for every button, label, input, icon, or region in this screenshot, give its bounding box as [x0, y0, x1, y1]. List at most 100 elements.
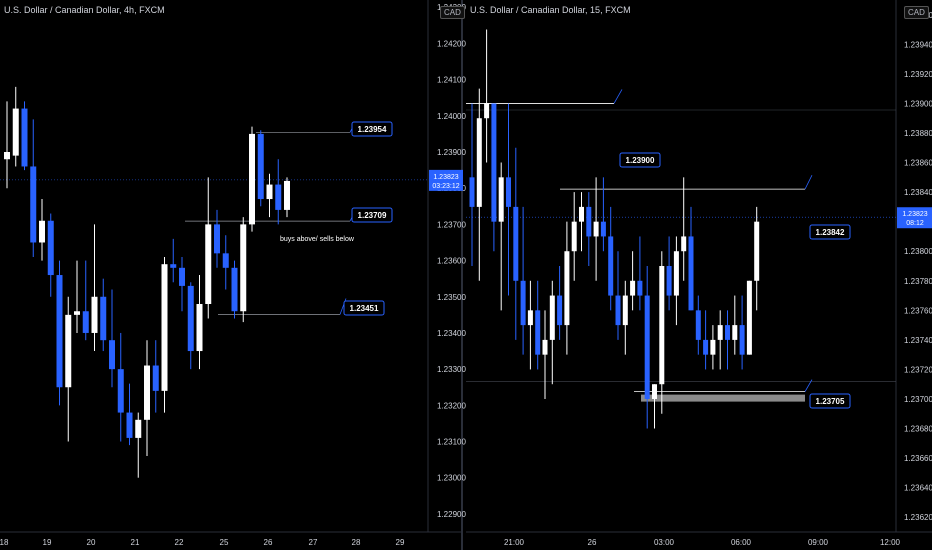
left-candle-body — [91, 296, 98, 333]
right-candle-body — [586, 206, 592, 237]
right-candle-body — [593, 221, 599, 237]
left-y-tick-label: 1.23400 — [437, 329, 466, 338]
left-candle-body — [30, 166, 37, 243]
right-candle-body — [652, 384, 657, 399]
right-candle-body — [527, 310, 533, 326]
right-y-tick-label: 1.23720 — [904, 365, 932, 374]
right-candle-body — [564, 251, 570, 326]
right-price-label-3-box — [809, 393, 851, 409]
left-y-tick-label: 1.22900 — [437, 510, 466, 519]
left-candle-body — [266, 184, 273, 200]
left-x-tick-label: 18 — [0, 538, 9, 547]
left-y-tick-label: 1.23200 — [437, 401, 466, 410]
left-currency-badge[interactable]: CAD — [440, 6, 465, 19]
right-x-tick-label: 09:00 — [808, 538, 829, 547]
right-level-connector-1 — [613, 89, 623, 104]
left-price-label-3: 1.23451 — [350, 304, 379, 313]
right-y-tick-label: 1.23780 — [904, 277, 932, 286]
right-candle-body — [535, 310, 541, 355]
left-x-tick-label: 28 — [352, 538, 361, 547]
left-price-label-2-box — [351, 207, 393, 223]
left-candle-body — [152, 365, 159, 391]
right-candle-body — [659, 266, 665, 385]
left-candle-body — [214, 224, 220, 254]
left-x-tick-label: 19 — [43, 538, 52, 547]
left-y-tick-label: 1.24000 — [437, 112, 466, 121]
left-price-label-3-box — [343, 300, 385, 316]
right-candle-body — [513, 206, 519, 281]
left-y-tick-label: 1.23300 — [437, 365, 466, 374]
left-price-label-1: 1.23954 — [358, 125, 387, 134]
left-y-tick-label: 1.23900 — [437, 148, 466, 157]
left-candle-body — [126, 412, 133, 438]
left-y-tick-label: 1.23100 — [437, 438, 466, 447]
left-countdown: 03:23:12 — [432, 183, 459, 190]
left-x-tick-label: 26 — [264, 538, 273, 547]
right-candle-body — [549, 295, 555, 340]
right-candle-body — [622, 295, 628, 326]
left-price-label-2: 1.23709 — [358, 211, 387, 220]
left-y-tick-label: 1.23600 — [437, 257, 466, 266]
right-level-connector-3 — [804, 379, 813, 392]
right-candle-body — [579, 206, 584, 222]
left-candle-body — [284, 180, 290, 210]
right-y-tick-label: 1.23640 — [904, 484, 932, 493]
right-candle-body — [673, 251, 679, 296]
left-candle-body — [249, 133, 255, 225]
left-x-tick-label: 21 — [131, 538, 140, 547]
left-candle-body — [56, 275, 63, 388]
right-candle-body — [681, 236, 687, 252]
right-y-tick-label: 1.23740 — [904, 336, 932, 345]
right-price-label-2-box — [809, 224, 851, 240]
right-y-tick-label: 1.23940 — [904, 40, 932, 49]
right-y-tick-label: 1.23860 — [904, 159, 932, 168]
right-last-price: 1.23823 — [902, 211, 927, 218]
left-candle-body — [109, 340, 115, 370]
right-candle-body — [695, 310, 701, 340]
right-candle-body — [703, 339, 709, 355]
left-candle-body — [205, 224, 212, 304]
right-candle-body — [710, 339, 716, 355]
right-candle-body — [688, 236, 694, 311]
right-candle-body — [469, 177, 475, 207]
left-candle-body — [179, 267, 185, 286]
left-candle-body — [222, 253, 229, 268]
left-y-tick-label: 1.23500 — [437, 293, 466, 302]
left-x-tick-label: 20 — [87, 538, 96, 547]
right-y-tick-label: 1.23760 — [904, 306, 932, 315]
right-candle-body — [630, 280, 636, 296]
right-y-tick-label: 1.23620 — [904, 513, 932, 522]
right-candle-body — [520, 280, 526, 326]
right-candle-body — [484, 103, 490, 119]
right-candle-body — [476, 118, 482, 207]
left-candle-body — [257, 133, 264, 200]
left-candle-body — [100, 296, 107, 341]
left-candle-body — [275, 184, 282, 210]
right-x-tick-label: 12:00 — [880, 538, 901, 547]
right-currency-badge[interactable]: CAD — [904, 6, 929, 19]
left-last-price: 1.23823 — [433, 174, 458, 181]
right-candle-body — [666, 266, 672, 296]
right-y-tick-label: 1.23660 — [904, 454, 932, 463]
right-price-label-1: 1.23900 — [626, 156, 655, 165]
right-candle-body — [754, 221, 760, 281]
right-x-tick-label: 21:00 — [504, 538, 525, 547]
right-x-tick-label: 06:00 — [731, 538, 752, 547]
right-symbol-title[interactable]: U.S. Dollar / Canadian Dollar, 15, FXCM — [470, 5, 631, 15]
right-candle-body — [571, 221, 577, 252]
right-candle-body — [498, 177, 504, 222]
right-y-tick-label: 1.23880 — [904, 129, 932, 138]
right-candle-body — [732, 325, 738, 340]
left-candle-body — [170, 264, 177, 268]
right-candle-body — [542, 339, 548, 355]
left-symbol-title[interactable]: U.S. Dollar / Canadian Dollar, 4h, FXCM — [4, 5, 165, 15]
right-y-tick-label: 1.23920 — [904, 70, 932, 79]
right-y-tick-label: 1.23700 — [904, 395, 932, 404]
right-candle-body — [608, 236, 614, 296]
left-candle-body — [240, 224, 247, 312]
right-candle-body — [644, 295, 650, 399]
left-candle-body — [82, 311, 89, 333]
right-countdown: 08:12 — [906, 220, 924, 227]
left-x-tick-label: 22 — [175, 538, 184, 547]
